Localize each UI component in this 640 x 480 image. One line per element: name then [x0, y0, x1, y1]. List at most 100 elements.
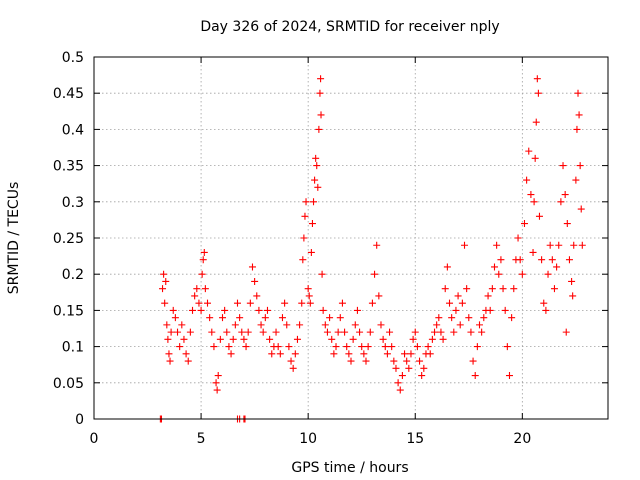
- data-point: [392, 364, 400, 372]
- data-point: [398, 372, 406, 380]
- data-point: [394, 379, 402, 387]
- data-point: [174, 328, 182, 336]
- data-point: [195, 299, 203, 307]
- data-point: [214, 372, 222, 380]
- data-point: [390, 357, 398, 365]
- data-point: [314, 183, 322, 191]
- data-point: [161, 299, 169, 307]
- data-point: [572, 176, 580, 184]
- data-point: [409, 335, 417, 343]
- data-point: [213, 386, 221, 394]
- data-point: [540, 299, 548, 307]
- data-point: [197, 306, 205, 314]
- data-point: [561, 191, 569, 199]
- data-point: [557, 198, 565, 206]
- data-point: [304, 285, 312, 293]
- data-point: [308, 220, 316, 228]
- data-point: [219, 314, 226, 322]
- data-point: [293, 335, 301, 343]
- data-point: [358, 343, 366, 351]
- data-point: [454, 292, 462, 300]
- data-point: [169, 306, 177, 314]
- data-point: [312, 154, 320, 162]
- data-point: [206, 314, 214, 322]
- data-point: [569, 292, 577, 300]
- data-point: [257, 321, 265, 329]
- data-point: [307, 248, 315, 256]
- x-tick-label: 15: [406, 431, 424, 447]
- data-point: [573, 125, 581, 133]
- data-point: [518, 270, 526, 278]
- data-point: [523, 176, 531, 184]
- data-point: [253, 292, 261, 300]
- data-point: [323, 328, 331, 336]
- data-point: [550, 285, 558, 293]
- data-point: [176, 343, 184, 351]
- data-point: [193, 285, 201, 293]
- data-point: [233, 299, 241, 307]
- data-point: [473, 343, 481, 351]
- data-point: [171, 314, 179, 322]
- y-tick-label: 0.4: [62, 122, 84, 138]
- data-point: [298, 299, 306, 307]
- data-point: [180, 335, 188, 343]
- data-point: [351, 321, 359, 329]
- data-point: [162, 277, 170, 285]
- data-point: [159, 285, 167, 293]
- data-point: [546, 241, 554, 249]
- data-point: [343, 343, 351, 351]
- data-point: [360, 350, 368, 358]
- data-point: [216, 335, 224, 343]
- data-point: [221, 306, 229, 314]
- data-point: [165, 350, 173, 358]
- data-point: [353, 306, 361, 314]
- data-point: [166, 357, 174, 365]
- y-tick-label: 0: [75, 412, 84, 428]
- y-tick-label: 0.15: [53, 303, 84, 319]
- y-tick-label: 0.3: [62, 195, 84, 211]
- data-point: [535, 212, 543, 220]
- data-point: [542, 306, 550, 314]
- data-point: [345, 350, 353, 358]
- data-point: [476, 321, 483, 329]
- data-point: [236, 314, 244, 322]
- data-point: [296, 321, 304, 329]
- data-point: [283, 321, 291, 329]
- data-point: [251, 277, 259, 285]
- data-point: [201, 285, 209, 293]
- data-point: [431, 328, 439, 336]
- data-point: [577, 205, 585, 213]
- data-point: [281, 299, 289, 307]
- data-point: [465, 314, 473, 322]
- data-point: [401, 350, 409, 358]
- data-point: [375, 292, 383, 300]
- data-point: [381, 343, 389, 351]
- data-point: [200, 248, 208, 256]
- y-tick-label: 0.25: [53, 231, 84, 247]
- data-point: [386, 328, 394, 336]
- data-point: [411, 328, 419, 336]
- data-point: [452, 306, 460, 314]
- x-tick-label: 5: [197, 431, 206, 447]
- data-point: [534, 89, 542, 97]
- data-point: [433, 321, 441, 329]
- data-point: [576, 162, 584, 170]
- data-point: [532, 118, 540, 126]
- data-point: [306, 299, 314, 307]
- data-point: [505, 372, 513, 380]
- data-point: [266, 335, 274, 343]
- data-point: [565, 256, 573, 264]
- data-point: [503, 343, 511, 351]
- data-point: [301, 212, 309, 220]
- y-tick-label: 0.05: [53, 376, 84, 392]
- data-point: [559, 162, 567, 170]
- data-point: [520, 220, 528, 228]
- data-point: [446, 299, 454, 307]
- data-point: [396, 386, 404, 394]
- data-point: [366, 328, 374, 336]
- data-point: [563, 220, 571, 228]
- data-point: [443, 263, 451, 271]
- data-point: [316, 89, 324, 97]
- x-axis-label: GPS time / hours: [291, 460, 408, 476]
